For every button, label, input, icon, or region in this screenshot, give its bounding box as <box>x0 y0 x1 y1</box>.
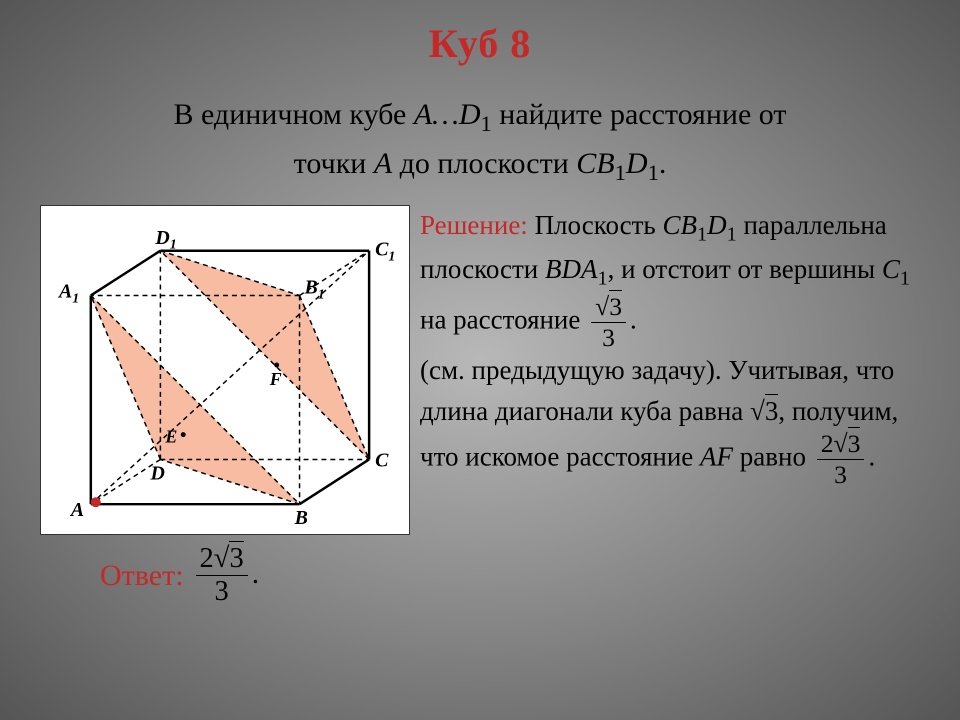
fraction-2sqrt3-over-3: 233 <box>817 431 865 487</box>
svg-text:C: C <box>375 449 389 471</box>
solution-text: Решение: Плоскость CB1D1 параллельна пло… <box>420 205 920 488</box>
svg-text:D: D <box>149 462 164 484</box>
cube-diagram: A B C D A1 B1 C1 D1 E F <box>40 205 410 535</box>
solution-label: Решение: <box>420 210 528 240</box>
point-a-marker-icon <box>91 497 101 507</box>
svg-text:A: A <box>69 499 84 521</box>
svg-text:A1: A1 <box>57 280 79 306</box>
svg-text:E: E <box>164 426 177 446</box>
svg-text:C1: C1 <box>375 238 395 264</box>
solution-part2: (см. предыдущую задачу). Учитывая, что д… <box>420 350 920 487</box>
svg-text:F: F <box>269 368 282 388</box>
slide-title: Куб 8 <box>40 20 920 67</box>
answer-row: Ответ: 233. <box>100 545 920 607</box>
fraction-sqrt3-over-3: 33 <box>591 294 626 350</box>
svg-text:B: B <box>294 507 308 529</box>
answer-fraction: 233 <box>196 545 248 607</box>
problem-statement: В единичном кубе A…D1 найдите расстояние… <box>40 92 920 190</box>
svg-text:D1: D1 <box>154 226 176 252</box>
svg-text:B1: B1 <box>304 276 325 302</box>
answer-label: Ответ: <box>100 559 184 593</box>
